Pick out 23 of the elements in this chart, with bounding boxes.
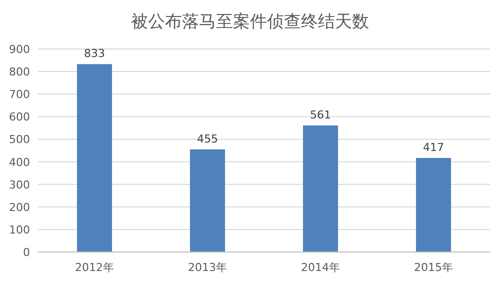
bar xyxy=(190,149,226,252)
y-tick-label: 500 xyxy=(9,133,30,146)
data-label: 455 xyxy=(197,132,218,146)
y-tick-label: 400 xyxy=(9,156,30,169)
y-tick-label: 800 xyxy=(9,66,30,79)
x-tick-label: 2014年 xyxy=(301,261,340,274)
y-tick-label: 100 xyxy=(9,223,30,236)
bar xyxy=(416,158,452,252)
x-tick-label: 2013年 xyxy=(188,261,227,274)
data-label: 561 xyxy=(310,108,331,122)
x-tick-label: 2012年 xyxy=(75,261,114,274)
y-tick-label: 900 xyxy=(9,43,30,56)
data-label: 833 xyxy=(84,47,105,60)
y-tick-label: 600 xyxy=(9,110,30,124)
y-tick-label: 200 xyxy=(9,200,30,214)
bar xyxy=(302,125,338,252)
y-tick-label: 700 xyxy=(9,88,30,102)
y-tick-label: 300 xyxy=(9,178,30,192)
bar xyxy=(76,64,112,252)
chart-title: 被公布落马至案件侦查终结天数 xyxy=(131,12,369,32)
y-tick-label: 0 xyxy=(23,246,30,259)
data-label: 417 xyxy=(423,140,444,154)
x-tick-label: 2015年 xyxy=(414,261,453,274)
